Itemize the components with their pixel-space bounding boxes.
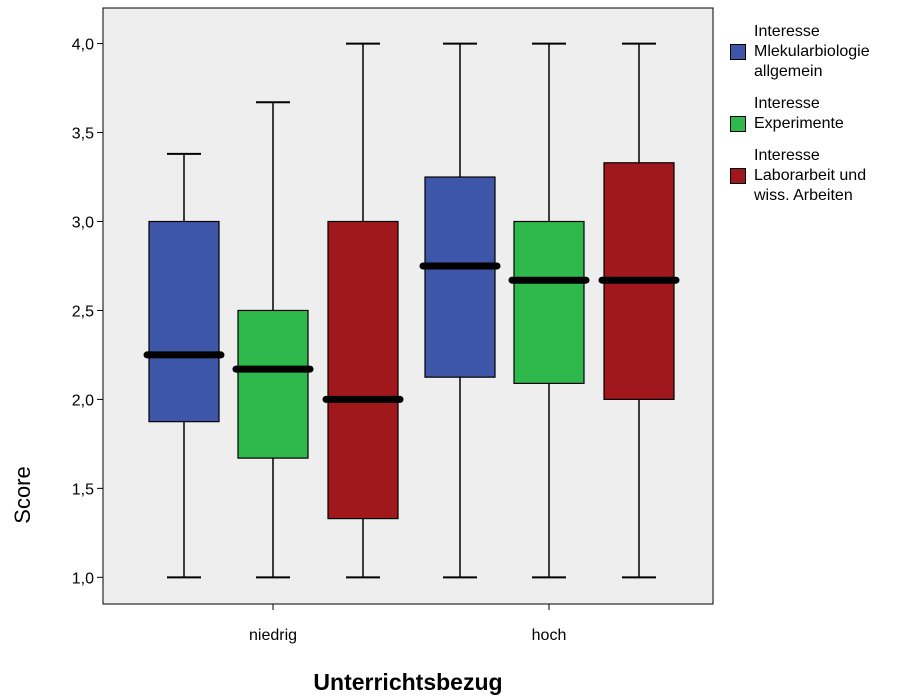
box-niedrig-series-1 <box>143 152 225 579</box>
legend: Interesse Mlekularbiologie allgemein Inte… <box>730 22 906 218</box>
box-hoch-series-1 <box>419 42 501 579</box>
y-axis-title: Score <box>10 466 35 523</box>
x-tick-label: hoch <box>532 627 567 644</box>
iqr-box <box>327 220 399 520</box>
y-tick-label: 4,0 <box>72 37 94 54</box>
legend-swatch <box>730 116 746 132</box>
y-tick-label: 1,5 <box>72 481 94 498</box>
box-niedrig-series-3 <box>322 42 404 579</box>
x-tick-label: niedrig <box>249 627 297 644</box>
legend-label: Interesse Laborarbeit und wiss. Arbeiten <box>754 147 867 204</box>
legend-item-2: Interesse Experimente <box>730 94 906 134</box>
y-tick-label: 3,5 <box>72 126 94 143</box>
x-axis-title: Unterrichtsbezug <box>313 669 502 695</box>
box-hoch-series-2 <box>508 42 590 579</box>
y-tick-label: 2,5 <box>72 303 94 320</box>
legend-item-3: Interesse Laborarbeit und wiss. Arbeiten <box>730 146 906 206</box>
box-hoch-series-3 <box>598 42 680 579</box>
legend-swatch <box>730 168 746 184</box>
legend-item-1: Interesse Mlekularbiologie allgemein <box>730 22 906 82</box>
y-tick-label: 3,0 <box>72 214 94 231</box>
legend-label: Interesse Mlekularbiologie allgemein <box>754 23 870 80</box>
iqr-box <box>513 220 585 384</box>
iqr-box <box>148 220 220 423</box>
y-tick-label: 2,0 <box>72 392 94 409</box>
box-niedrig-series-2 <box>232 101 314 579</box>
y-tick-label: 1,0 <box>72 570 94 587</box>
boxplot-chart: 1,0 1,5 2,0 2,5 3,0 3,5 4,0 niedrig hoch Unterri… <box>10 7 714 695</box>
iqr-box <box>237 309 309 459</box>
legend-label: Interesse Experimente <box>754 95 844 132</box>
legend-swatch <box>730 44 746 60</box>
iqr-box <box>424 176 496 378</box>
